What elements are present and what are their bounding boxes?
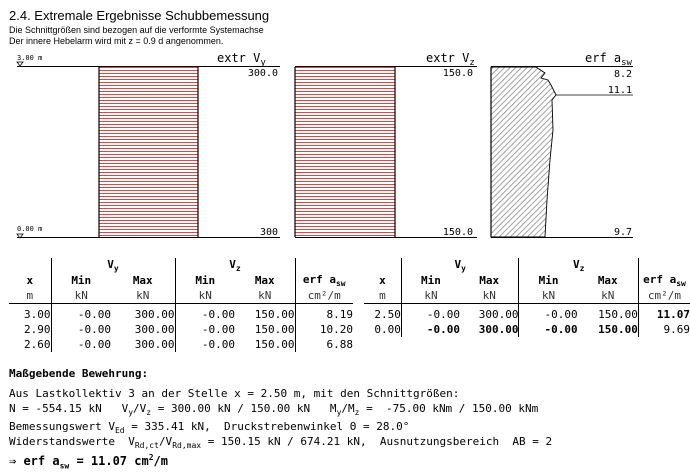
header-vy-min: Min (50, 273, 111, 289)
table-row: 2.60 -0.00 300.00 -0.00 150.00 6.88 (24, 337, 353, 353)
vz-title: extr Vz (426, 51, 475, 68)
header-asw: erf asw (637, 273, 690, 289)
group-vz: Vz (174, 258, 295, 274)
results-table-2: Vy Vz x Min Max Min Max erf asw m kN kN … (364, 258, 690, 338)
level-top-label: 3.00 m (17, 54, 42, 62)
header-vz-max: Max (254, 274, 275, 288)
vz-area (295, 67, 395, 237)
resistance-line: Widerstandswerte VRd,ct/VRd,max = 150.15… (9, 435, 553, 451)
level-bottom: 0.00 m (16, 225, 42, 239)
header-vz-max: Max (597, 274, 618, 288)
panel-asw: erf asw 8.2 11.1 9.7 (490, 51, 633, 238)
asw-mid-value: 11.1 (608, 85, 632, 96)
table-row: 2.90 -0.00 300.00 -0.00 150.00 10.20 (24, 322, 353, 338)
asw-area (490, 66, 557, 238)
design-value-line: Bemessungswert VEd = 335.41 kN, Druckstr… (9, 420, 410, 436)
vy-top-value: 300.0 (248, 68, 278, 79)
vz-top-value: 150.0 (443, 68, 473, 79)
subtitle-system-axis: Die Schnittgrößen sind bezogen auf die v… (9, 25, 264, 35)
panel-vz: extr Vz 150.0 150.0 (294, 51, 477, 238)
group-vy: Vy (50, 258, 175, 274)
asw-title: erf asw (585, 51, 633, 68)
table-row: 0.00 -0.00 300.00 -0.00 150.00 9.69 (374, 322, 690, 338)
required-reinforcement-result: ⇒ erf asw = 11.07 cm2/m (9, 453, 168, 471)
header-vz-min: Min (174, 273, 235, 289)
section-title: 2.4. Extremale Ergebnisse Schubbemessung (9, 8, 270, 23)
header-x: x (379, 274, 386, 288)
header-asw: erf asw (294, 273, 353, 289)
subtitle-lever-arm: Der innere Hebelarm wird mit z = 0.9 d a… (9, 36, 224, 46)
vy-title: extr Vy (217, 51, 266, 68)
load-case-line: Aus Lastkollektiv 3 an der Stelle x = 2.… (9, 387, 460, 400)
shear-diagram: 3.00 m 0.00 m extr Vy 300.0 300 extr Vz … (16, 51, 633, 239)
asw-top-value: 8.2 (614, 69, 632, 80)
header-vy-max: Max (479, 274, 500, 288)
internal-forces-line: N = -554.15 kN Vy/Vz = 300.00 kN / 150.0… (9, 402, 539, 418)
header-vz-min: Min (518, 273, 578, 289)
asw-bottom-value: 9.7 (614, 227, 632, 238)
table-row: 2.50 -0.00 300.00 -0.00 150.00 11.07 (364, 303, 690, 323)
panel-vy: extr Vy 300.0 300 (17, 51, 280, 238)
level-bottom-label: 0.00 m (17, 225, 42, 233)
results-table-1: Vy Vz x Min Max Min Max erf asw m kN kN … (9, 258, 353, 353)
level-top: 3.00 m (16, 54, 42, 67)
governing-reinforcement-heading: Maßgebende Bewehrung: (9, 367, 149, 380)
group-vz: Vz (518, 258, 639, 274)
header-x: x (26, 274, 34, 288)
header-vy-min: Min (400, 273, 461, 289)
vy-area (99, 67, 198, 237)
header-vy-max: Max (132, 274, 153, 288)
vy-bottom-value: 300 (260, 227, 278, 238)
table-row: 3.00 -0.00 300.00 -0.00 150.00 8.19 (9, 303, 353, 323)
group-vy: Vy (400, 258, 519, 274)
vz-bottom-value: 150.0 (443, 227, 473, 238)
